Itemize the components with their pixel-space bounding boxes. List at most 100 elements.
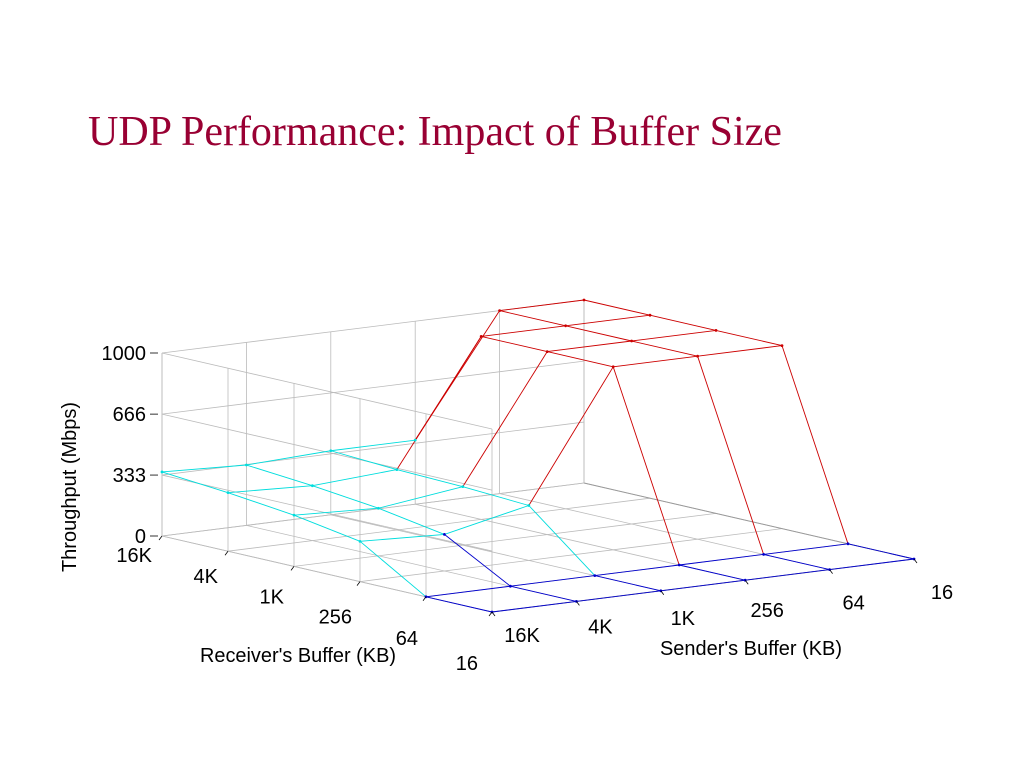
x-tick-mark: [224, 550, 229, 556]
y-tick-label: 256: [751, 600, 784, 622]
data-point: [677, 563, 681, 567]
data-point: [545, 350, 549, 353]
surface-edge: [246, 464, 313, 487]
surface-edge: [378, 486, 463, 509]
x-tick-label: 16: [456, 653, 478, 675]
surface-edge: [745, 569, 830, 581]
surface-edge: [227, 485, 313, 494]
z-tick-label: 333: [113, 465, 146, 487]
surface-edge: [396, 469, 463, 488]
surface-edge: [312, 485, 379, 509]
data-point: [329, 449, 333, 453]
surface-edge: [583, 299, 651, 316]
surface-edge: [576, 590, 661, 602]
surface-edge: [613, 355, 698, 368]
data-point: [714, 329, 718, 332]
y-tick-label: 64: [842, 593, 864, 615]
gridline-floor: [227, 497, 651, 552]
gridline-floor: [293, 513, 717, 567]
x-tick-mark: [290, 566, 295, 571]
x-tick-label: 16K: [116, 545, 152, 567]
surface-edge: [528, 505, 596, 576]
data-point: [611, 365, 615, 369]
surface-edge: [330, 439, 416, 452]
surface-edge: [330, 450, 397, 471]
slide-title: UDP Performance: Impact of Buffer Size: [88, 109, 782, 155]
surface-edge: [312, 469, 397, 487]
data-point: [527, 504, 531, 507]
surface-edge: [763, 543, 849, 555]
surface-edge: [491, 600, 577, 613]
y-tick-mark: [913, 558, 918, 564]
data-point: [696, 354, 699, 358]
surface-edge: [444, 505, 529, 535]
data-point: [226, 491, 230, 495]
surface-edge: [763, 553, 830, 571]
z-tick-label: 666: [113, 404, 146, 426]
surface-edge: [612, 366, 680, 566]
y-tick-mark: [829, 569, 833, 574]
x-axis-title: Receiver's Buffer (KB): [200, 645, 396, 667]
surface-edge: [359, 540, 427, 598]
surface-edge: [829, 558, 915, 571]
surface-edge: [396, 336, 482, 470]
y-tick-label: 1K: [671, 608, 696, 630]
data-point: [292, 513, 296, 517]
z-tick-label: 1000: [102, 343, 147, 365]
surface-edge: [499, 310, 566, 327]
surface-edge: [462, 486, 529, 506]
data-point: [358, 539, 362, 543]
surface-edge: [631, 329, 717, 342]
gridline-rwall: [161, 352, 493, 430]
surface-edge: [378, 507, 445, 535]
surface-edge: [293, 514, 361, 542]
data-point: [479, 335, 483, 338]
x-tick-label: 1K: [260, 586, 285, 608]
surface-edge: [528, 366, 614, 506]
y-tick-mark: [660, 590, 665, 596]
data-point: [582, 298, 586, 302]
data-point: [564, 324, 567, 328]
y-tick-mark: [491, 611, 496, 617]
data-point: [762, 553, 765, 556]
surface-edge: [697, 345, 783, 357]
surface-edge: [510, 575, 595, 587]
data-point: [498, 309, 501, 312]
axis-labels: Throughput (Mbps) Receiver's Buffer (KB)…: [59, 402, 842, 667]
surface-edge: [565, 314, 651, 327]
surface-edge: [293, 507, 379, 516]
y-tick-label: 16: [931, 582, 953, 604]
data-point: [630, 339, 633, 343]
gridline-rwall: [161, 474, 493, 552]
data-point: [413, 438, 417, 442]
data-point: [443, 533, 446, 536]
surface-edge: [631, 340, 698, 357]
surface-edge: [547, 351, 614, 368]
surface-edge: [697, 356, 765, 555]
surface-edge: [481, 325, 566, 337]
gridline-floor: [161, 482, 585, 537]
data-point: [377, 506, 380, 510]
data-point: [160, 470, 164, 474]
surface-edge: [227, 492, 295, 516]
surface-edge: [481, 335, 548, 353]
x-tick-label: 64: [396, 628, 418, 650]
surface-edge: [679, 553, 764, 566]
z-tick-label: 0: [135, 526, 146, 548]
y-tick-mark: [744, 579, 749, 585]
z-axis-title: Throughput (Mbps): [59, 402, 81, 572]
x-tick-mark: [356, 581, 361, 586]
x-tick-label: 4K: [194, 566, 219, 588]
axis-ticks: 0 333 666 1000 16K 4K 1K 256 64 16 16K 4K 1K 256 64 16: [102, 343, 954, 675]
surface-edge: [594, 564, 680, 577]
surface-edge: [246, 450, 331, 466]
surface-edge: [649, 314, 717, 331]
surface-edge: [781, 345, 849, 544]
surface-edge: [547, 340, 632, 353]
gridline-floor: [359, 528, 783, 582]
y-axis-title: Sender's Buffer (KB): [660, 638, 842, 660]
y-tick-mark: [576, 601, 580, 606]
surface-edge: [565, 325, 632, 342]
surface-edge: [444, 534, 511, 587]
data-point: [846, 542, 850, 546]
